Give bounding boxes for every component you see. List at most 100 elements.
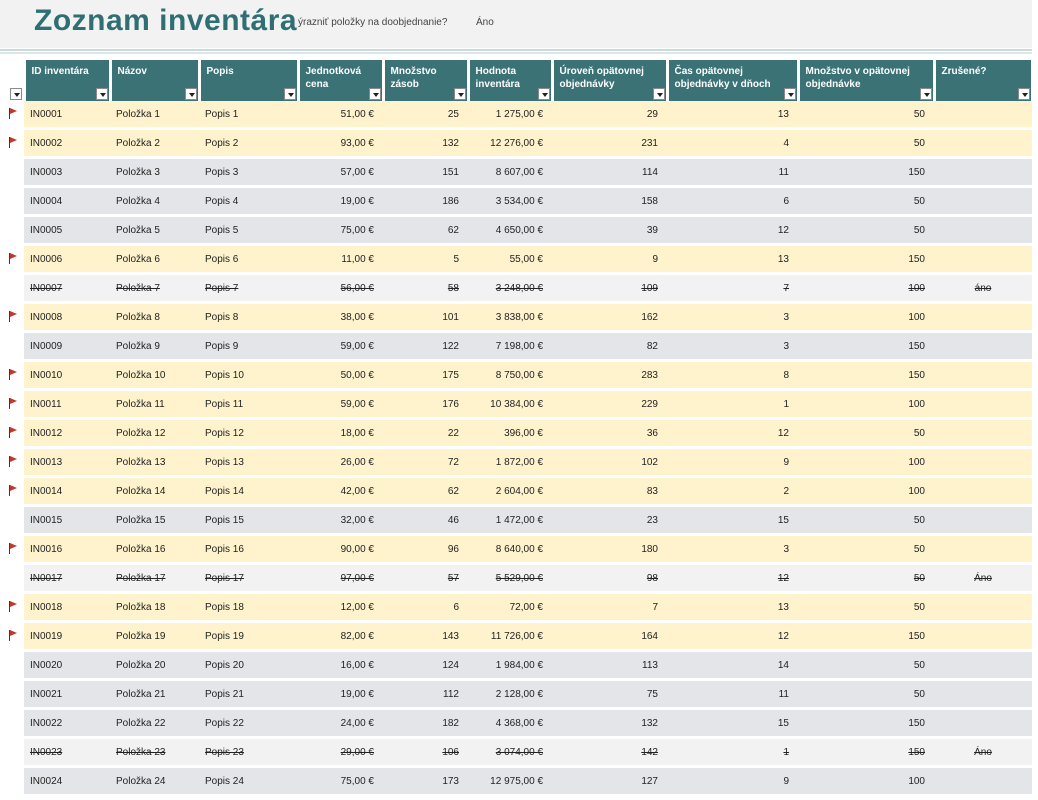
cell-cancelled[interactable]: áno: [934, 273, 1032, 304]
filter-dropdown-button[interactable]: [919, 88, 932, 100]
cell-reorder-level[interactable]: 109: [552, 273, 667, 304]
cell-reorder-level[interactable]: 180: [552, 534, 667, 565]
cell-id[interactable]: IN0004: [24, 186, 110, 217]
cell-value[interactable]: 8 750,00 €: [468, 360, 552, 391]
cell-qty[interactable]: 132: [383, 128, 468, 159]
cell-name[interactable]: Položka 6: [110, 244, 199, 275]
cell-value[interactable]: 396,00 €: [468, 418, 552, 449]
cell-desc[interactable]: Popis 9: [199, 331, 298, 362]
cell-cancelled[interactable]: [934, 101, 1032, 130]
filter-dropdown-button[interactable]: [9, 88, 22, 100]
cell-id[interactable]: IN0010: [24, 360, 110, 391]
cell-price[interactable]: 59,00 €: [298, 389, 383, 420]
cell-desc[interactable]: Popis 21: [199, 679, 298, 710]
cell-id[interactable]: IN0012: [24, 418, 110, 449]
cell-qty[interactable]: 173: [383, 766, 468, 797]
cell-cancelled[interactable]: [934, 157, 1032, 188]
cell-reorder-qty[interactable]: 50: [798, 563, 934, 594]
cell-desc[interactable]: Popis 2: [199, 128, 298, 159]
cell-cancelled[interactable]: [934, 186, 1032, 217]
cell-reorder-days[interactable]: 12: [667, 418, 798, 449]
cell-reorder-qty[interactable]: 150: [798, 708, 934, 739]
cell-reorder-level[interactable]: 98: [552, 563, 667, 594]
cell-desc[interactable]: Popis 16: [199, 534, 298, 565]
cell-value[interactable]: 8 607,00 €: [468, 157, 552, 188]
filter-dropdown-button[interactable]: [537, 88, 550, 100]
cell-reorder-level[interactable]: 36: [552, 418, 667, 449]
cell-qty[interactable]: 143: [383, 621, 468, 652]
cell-desc[interactable]: Popis 20: [199, 650, 298, 681]
cell-cancelled[interactable]: [934, 592, 1032, 623]
cell-cancelled[interactable]: [934, 621, 1032, 652]
cell-qty[interactable]: 25: [383, 101, 468, 130]
cell-value[interactable]: 3 838,00 €: [468, 302, 552, 333]
cell-reorder-level[interactable]: 164: [552, 621, 667, 652]
cell-id[interactable]: IN0014: [24, 476, 110, 507]
cell-qty[interactable]: 58: [383, 273, 468, 304]
cell-reorder-days[interactable]: 1: [667, 737, 798, 768]
cell-qty[interactable]: 96: [383, 534, 468, 565]
cell-reorder-level[interactable]: 102: [552, 447, 667, 478]
cell-id[interactable]: IN0022: [24, 708, 110, 739]
cell-reorder-qty[interactable]: 100: [798, 389, 934, 420]
cell-price[interactable]: 16,00 €: [298, 650, 383, 681]
cell-price[interactable]: 93,00 €: [298, 128, 383, 159]
cell-desc[interactable]: Popis 19: [199, 621, 298, 652]
cell-reorder-days[interactable]: 9: [667, 447, 798, 478]
cell-cancelled[interactable]: [934, 476, 1032, 507]
cell-reorder-days[interactable]: 2: [667, 476, 798, 507]
cell-name[interactable]: Položka 4: [110, 186, 199, 217]
cell-qty[interactable]: 175: [383, 360, 468, 391]
cell-reorder-days[interactable]: 11: [667, 157, 798, 188]
cell-desc[interactable]: Popis 14: [199, 476, 298, 507]
cell-price[interactable]: 12,00 €: [298, 592, 383, 623]
cell-reorder-days[interactable]: 13: [667, 101, 798, 130]
cell-name[interactable]: Položka 19: [110, 621, 199, 652]
cell-value[interactable]: 72,00 €: [468, 592, 552, 623]
cell-name[interactable]: Položka 23: [110, 737, 199, 768]
cell-reorder-qty[interactable]: 50: [798, 592, 934, 623]
cell-value[interactable]: 3 248,00 €: [468, 273, 552, 304]
cell-value[interactable]: 10 384,00 €: [468, 389, 552, 420]
cell-reorder-level[interactable]: 29: [552, 101, 667, 130]
cell-reorder-days[interactable]: 4: [667, 128, 798, 159]
cell-value[interactable]: 1 275,00 €: [468, 101, 552, 130]
cell-value[interactable]: 3 534,00 €: [468, 186, 552, 217]
cell-qty[interactable]: 62: [383, 215, 468, 246]
cell-desc[interactable]: Popis 5: [199, 215, 298, 246]
highlight-reorder-value[interactable]: Áno: [476, 17, 494, 28]
cell-name[interactable]: Položka 2: [110, 128, 199, 159]
cell-cancelled[interactable]: [934, 302, 1032, 333]
cell-reorder-level[interactable]: 162: [552, 302, 667, 333]
cell-price[interactable]: 57,00 €: [298, 157, 383, 188]
cell-reorder-level[interactable]: 39: [552, 215, 667, 246]
cell-qty[interactable]: 72: [383, 447, 468, 478]
cell-cancelled[interactable]: [934, 650, 1032, 681]
cell-price[interactable]: 19,00 €: [298, 186, 383, 217]
cell-cancelled[interactable]: [934, 331, 1032, 362]
cell-reorder-days[interactable]: 14: [667, 650, 798, 681]
cell-name[interactable]: Položka 16: [110, 534, 199, 565]
cell-price[interactable]: 11,00 €: [298, 244, 383, 275]
cell-name[interactable]: Položka 10: [110, 360, 199, 391]
cell-desc[interactable]: Popis 4: [199, 186, 298, 217]
cell-reorder-qty[interactable]: 150: [798, 244, 934, 275]
cell-price[interactable]: 90,00 €: [298, 534, 383, 565]
cell-id[interactable]: IN0011: [24, 389, 110, 420]
cell-qty[interactable]: 176: [383, 389, 468, 420]
cell-reorder-qty[interactable]: 150: [798, 331, 934, 362]
cell-id[interactable]: IN0001: [24, 101, 110, 130]
cell-reorder-days[interactable]: 15: [667, 708, 798, 739]
cell-desc[interactable]: Popis 3: [199, 157, 298, 188]
cell-desc[interactable]: Popis 18: [199, 592, 298, 623]
cell-reorder-level[interactable]: 283: [552, 360, 667, 391]
cell-qty[interactable]: 186: [383, 186, 468, 217]
cell-desc[interactable]: Popis 11: [199, 389, 298, 420]
cell-id[interactable]: IN0003: [24, 157, 110, 188]
cell-price[interactable]: 56,00 €: [298, 273, 383, 304]
cell-qty[interactable]: 62: [383, 476, 468, 507]
cell-desc[interactable]: Popis 8: [199, 302, 298, 333]
cell-id[interactable]: IN0002: [24, 128, 110, 159]
cell-desc[interactable]: Popis 22: [199, 708, 298, 739]
cell-reorder-level[interactable]: 113: [552, 650, 667, 681]
